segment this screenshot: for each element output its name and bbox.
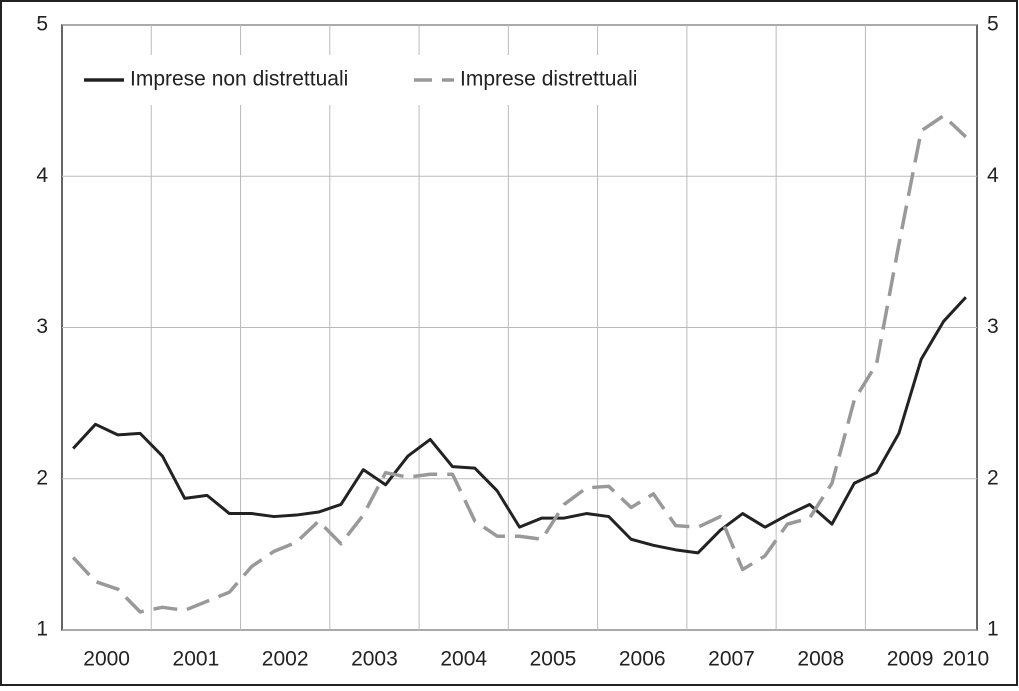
x-tick-label: 2005: [530, 648, 577, 671]
x-tick-label: 2007: [708, 648, 755, 671]
x-tick-label: 2009: [887, 648, 934, 671]
y-tick-label: 1: [36, 618, 48, 641]
legend-label: Imprese distrettuali: [460, 68, 637, 91]
y-tick-label: 5: [36, 13, 48, 36]
y2-tick-label: 4: [987, 164, 999, 187]
x-tick-label: 2010: [942, 648, 989, 671]
line: [71, 114, 968, 614]
x-tick-label: 2003: [351, 648, 398, 671]
y2-tick-label: 3: [987, 315, 999, 338]
legend-bg: [64, 55, 664, 105]
x-tick-label: 2008: [797, 648, 844, 671]
x-tick-label: 2004: [440, 648, 487, 671]
line: [72, 296, 967, 555]
y-tick-label: 4: [36, 164, 48, 187]
y2-tick-label: 2: [987, 466, 999, 489]
x-tick-label: 2006: [619, 648, 666, 671]
y-tick-label: 3: [36, 315, 48, 338]
y2-tick-label: 1: [987, 618, 999, 641]
y2-tick-label: 5: [987, 13, 999, 36]
x-tick-label: 2002: [262, 648, 309, 671]
x-tick-label: 2001: [173, 648, 220, 671]
x-tick-label: 2000: [83, 648, 130, 671]
y-tick-label: 2: [36, 466, 48, 489]
legend-label: Imprese non distrettuali: [130, 68, 348, 91]
